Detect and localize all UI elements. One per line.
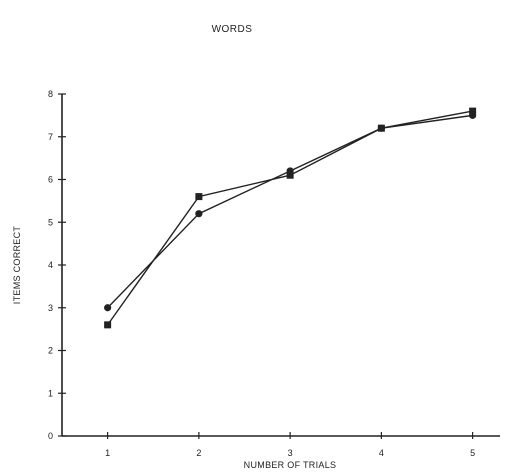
- series-1: [104, 111, 477, 312]
- y-tick-label: 4: [48, 260, 53, 270]
- y-axis-label: ITEMS CORRECT: [12, 226, 22, 305]
- series-line: [107, 114, 473, 309]
- y-tick-label: 7: [48, 132, 53, 142]
- x-tick-label: 3: [288, 448, 293, 458]
- y-tick-label: 6: [48, 175, 53, 185]
- series-2: [104, 107, 477, 329]
- x-tick-label: 5: [470, 448, 475, 458]
- x-axis-label: NUMBER OF TRIALS: [244, 460, 337, 470]
- series-line: [107, 110, 473, 326]
- axes: [61, 94, 500, 437]
- x-tick-label: 4: [379, 448, 384, 458]
- y-tick-label: 2: [48, 346, 53, 356]
- y-tick-label: 1: [48, 388, 53, 398]
- y-tick-label: 8: [48, 89, 53, 99]
- y-tick-label: 0: [48, 431, 53, 441]
- y-tick-label: 3: [48, 303, 53, 313]
- x-tick-label: 1: [105, 448, 110, 458]
- data-point: [195, 193, 203, 201]
- data-point: [104, 321, 112, 329]
- y-tick-label: 5: [48, 217, 53, 227]
- series-layer: [104, 107, 477, 329]
- x-tick-label: 2: [196, 448, 201, 458]
- data-point: [104, 304, 112, 312]
- y-axis-ticks: 0 1 2 3 4 5 6 7 8: [48, 89, 66, 441]
- data-point: [469, 107, 477, 115]
- data-point: [286, 171, 294, 179]
- chart-title: WORDS: [212, 24, 253, 35]
- x-axis-ticks: 1 2 3 4 5: [105, 432, 475, 458]
- data-point: [195, 210, 203, 218]
- data-point: [377, 124, 385, 132]
